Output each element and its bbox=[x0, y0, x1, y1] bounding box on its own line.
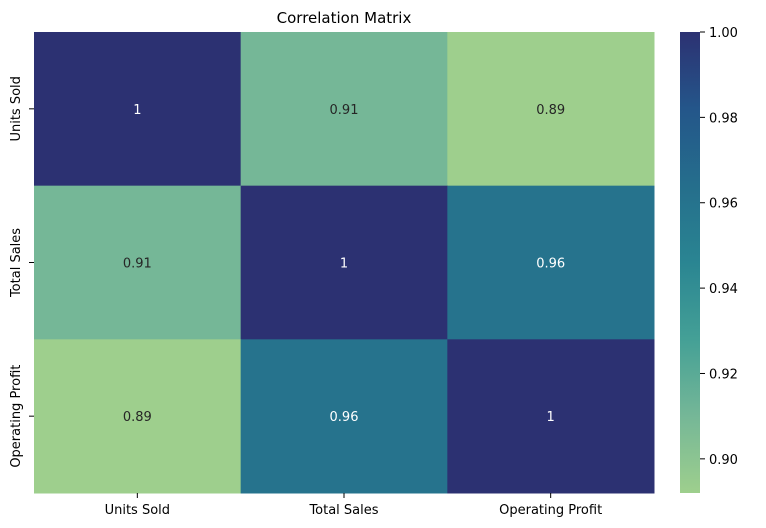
cell-annotation: 0.91 bbox=[123, 257, 152, 272]
y-tick-label: Total Sales bbox=[9, 228, 24, 298]
cell-annotation: 0.89 bbox=[536, 103, 565, 118]
heatmap-cell bbox=[447, 339, 655, 494]
cell-annotation: 0.96 bbox=[330, 410, 359, 425]
colorbar-tick-label: 0.94 bbox=[709, 282, 738, 297]
x-tick-label: Total Sales bbox=[308, 503, 378, 518]
x-tick-label: Operating Profit bbox=[499, 503, 602, 518]
heatmap-cell bbox=[240, 185, 448, 340]
heatmap-cell bbox=[34, 185, 242, 340]
heatmap-cell bbox=[447, 32, 655, 187]
cell-annotation: 0.91 bbox=[330, 103, 359, 118]
chart-title: Correlation Matrix bbox=[277, 9, 412, 27]
x-tick-labels: Units Sold Total Sales Operating Profit bbox=[105, 493, 602, 518]
colorbar-tick-label: 0.96 bbox=[709, 197, 738, 212]
colorbar-tick-label: 0.92 bbox=[709, 367, 738, 382]
cell-annotation: 1 bbox=[133, 103, 141, 118]
colorbar-gradient bbox=[680, 32, 700, 493]
y-tick-label: Units Sold bbox=[9, 76, 24, 141]
heatmap-cell bbox=[447, 185, 655, 340]
cell-annotation: 1 bbox=[340, 257, 348, 272]
y-tick-labels: Units Sold Total Sales Operating Profit bbox=[9, 76, 34, 468]
colorbar-tick-label: 1.00 bbox=[709, 26, 738, 41]
heatmap-cell bbox=[34, 339, 242, 494]
colorbar: 0.90 0.92 0.94 0.96 0.98 1.00 bbox=[680, 26, 738, 493]
heatmap-cell bbox=[240, 339, 448, 494]
colorbar-tick-label: 0.98 bbox=[709, 111, 738, 126]
colorbar-tick-label: 0.90 bbox=[709, 453, 738, 468]
heatmap-cells: 1 0.91 0.89 0.91 1 0.96 0.89 0.96 1 bbox=[34, 32, 655, 494]
cell-annotation: 0.96 bbox=[536, 257, 565, 272]
x-tick-label: Units Sold bbox=[105, 503, 170, 518]
heatmap-cell bbox=[34, 32, 242, 187]
cell-annotation: 0.89 bbox=[123, 410, 152, 425]
cell-annotation: 1 bbox=[547, 410, 555, 425]
y-tick-label: Operating Profit bbox=[9, 365, 24, 468]
heatmap-cell bbox=[240, 32, 448, 187]
